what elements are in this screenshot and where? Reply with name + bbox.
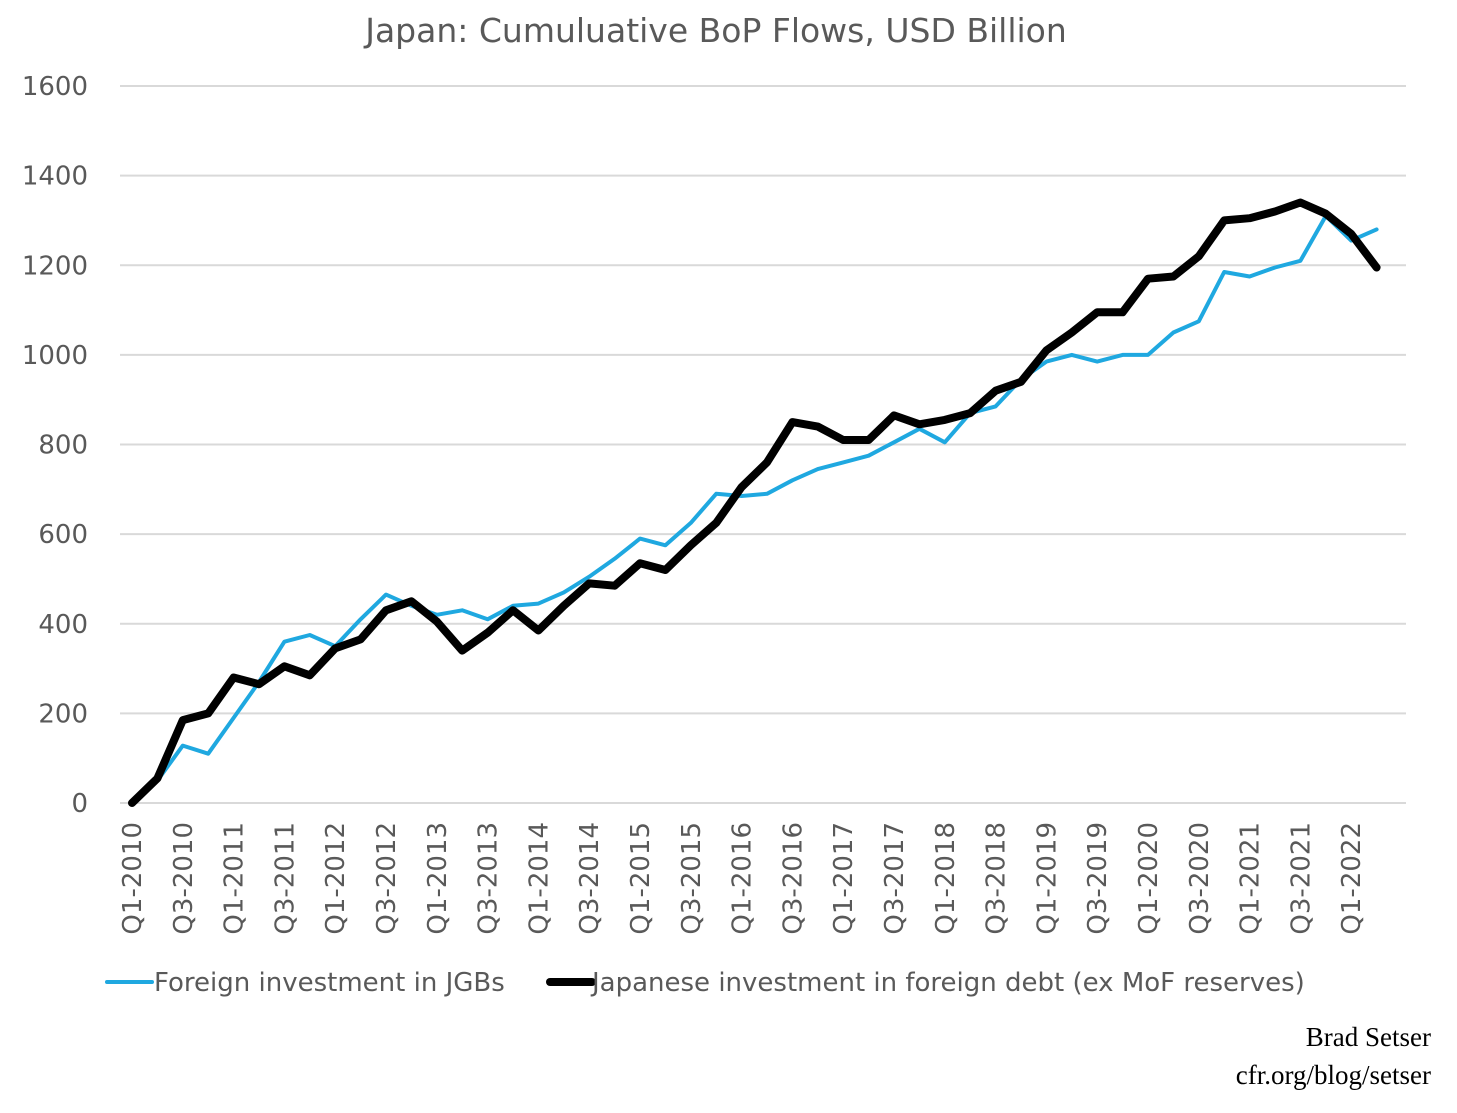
x-tick-label: Q3-2017: [880, 822, 910, 935]
x-tick-label: Q1-2022: [1337, 822, 1367, 935]
x-tick-label: Q1-2011: [220, 822, 250, 935]
series-lines: [128, 198, 1381, 807]
x-tick-label: Q3-2018: [982, 822, 1012, 935]
x-tick-label: Q3-2016: [778, 822, 808, 935]
x-tick-label: Q1-2019: [1032, 822, 1062, 935]
y-tick-label: 1200: [22, 251, 88, 281]
x-tick-label: Q1-2013: [423, 822, 453, 935]
y-tick-label: 1000: [22, 341, 88, 371]
x-tick-label: Q3-2019: [1083, 822, 1113, 935]
x-tick-label: Q3-2021: [1286, 822, 1316, 935]
x-tick-label: Q1-2020: [1134, 822, 1164, 935]
series-line-1: [130, 214, 1379, 805]
y-tick-label: 1600: [22, 72, 88, 102]
y-tick-label: 800: [38, 431, 88, 461]
x-tick-label: Q3-2010: [169, 822, 199, 935]
y-tick-label: 600: [38, 520, 88, 550]
y-tick-label: 200: [38, 699, 88, 729]
y-tick-label: 400: [38, 610, 88, 640]
gridlines: [120, 85, 1406, 715]
blog-url: cfr.org/blog/setser: [1235, 1060, 1431, 1090]
legend-item: Foreign investment in JGBs: [105, 968, 505, 998]
x-tick-label: Q1-2018: [931, 822, 961, 935]
x-tick-label: Q1-2017: [829, 822, 859, 935]
y-tick-label: 1400: [22, 162, 88, 192]
x-tick-label: Q1-2014: [524, 822, 554, 935]
legend: Foreign investment in JGBs Japanese inves…: [105, 968, 1305, 998]
x-tick-label: Q1-2016: [728, 822, 758, 935]
x-tick-label: Q1-2012: [321, 822, 351, 935]
author-credit: Brad Setser: [1305, 1022, 1431, 1052]
legend-item: Japanese investment in foreign debt (ex …: [546, 968, 1305, 998]
legend-label: Foreign investment in JGBs: [154, 968, 505, 998]
legend-label: Japanese investment in foreign debt (ex …: [590, 968, 1305, 998]
y-tick-label: 0: [71, 789, 88, 819]
x-tick-label: Q3-2020: [1185, 822, 1215, 935]
x-tick-label: Q1-2021: [1236, 822, 1266, 935]
chart-title: Japan: Cumuluative BoP Flows, USD Billio…: [363, 11, 1067, 50]
x-tick-label: Q1-2015: [626, 822, 656, 935]
series-line-2: [128, 198, 1381, 807]
x-tick-label: Q3-2011: [270, 822, 300, 935]
x-tick-label: Q3-2013: [474, 822, 504, 935]
x-tick-label: Q3-2012: [372, 822, 402, 935]
x-tick-label: Q1-2010: [118, 822, 148, 935]
x-tick-label: Q3-2014: [575, 822, 605, 935]
axes: 0 200 400 600 800 1000 1200 1400 1600 Q1-2010 Q3-2…: [22, 72, 1406, 935]
x-tick-label: Q3-2015: [677, 822, 707, 935]
